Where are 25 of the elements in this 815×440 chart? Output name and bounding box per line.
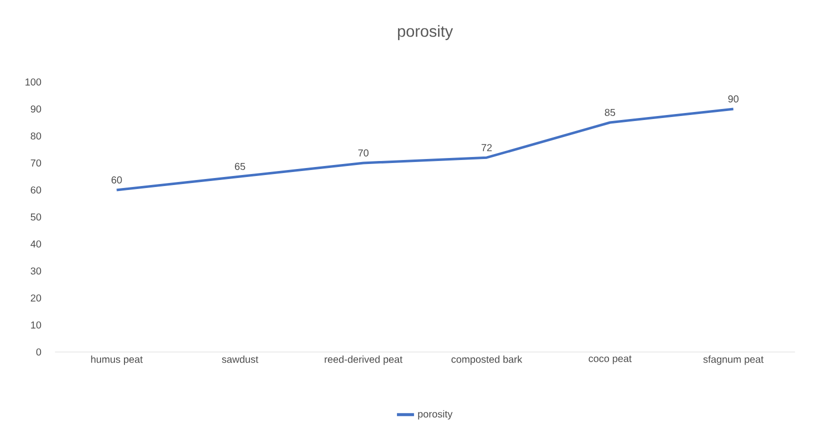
x-tick-label: coco peat (588, 356, 632, 364)
x-tick-label: humus peat (91, 356, 143, 365)
data-label: 90 (728, 95, 739, 102)
x-tick-label: reed-derived peat (324, 356, 402, 365)
y-tick-label: 80 (30, 132, 42, 140)
data-label: 65 (234, 162, 246, 170)
y-tick-label: 40 (30, 240, 42, 248)
y-tick-label: 0 (36, 348, 42, 356)
y-tick-label: 50 (30, 213, 42, 221)
y-tick-label: 100 (26, 78, 42, 86)
y-tick-label: 10 (31, 321, 42, 329)
data-label: 60 (112, 176, 122, 184)
x-tick-label: sawdust (222, 356, 258, 363)
x-tick-label: composted bark (452, 356, 522, 365)
x-tick-label: sfagnum peat (703, 356, 764, 365)
y-tick-label: 70 (30, 159, 42, 167)
data-label: 85 (604, 108, 616, 116)
y-tick-label: 20 (30, 294, 42, 302)
y-tick-label: 30 (30, 267, 42, 275)
y-tick-label: 90 (30, 105, 42, 113)
y-tick-label: 60 (30, 186, 42, 194)
chart-title: porosity (398, 25, 453, 40)
legend-label: porosity (418, 410, 453, 420)
data-label: 70 (358, 149, 369, 156)
data-label: 72 (482, 144, 492, 152)
